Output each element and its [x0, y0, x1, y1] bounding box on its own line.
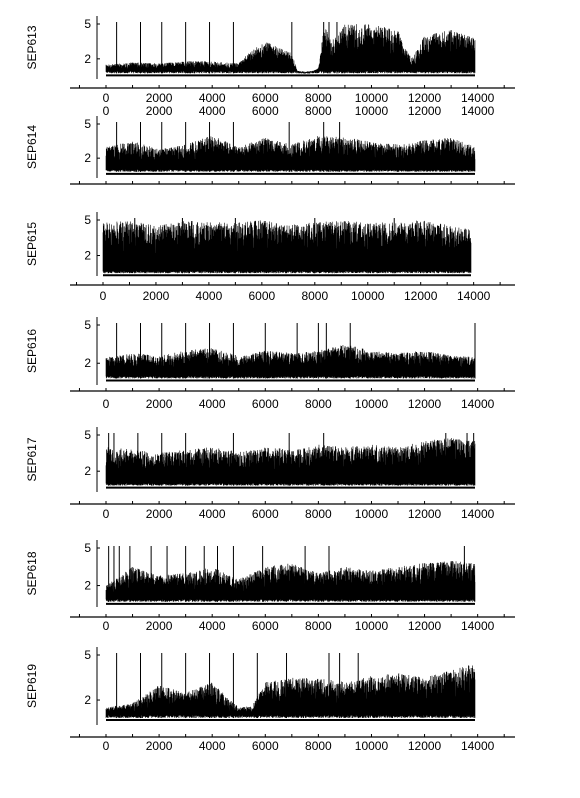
- x-tick-label: 2000: [146, 739, 173, 753]
- y-tick-label: 5: [84, 117, 91, 131]
- x-tick-label: 10000: [355, 104, 389, 118]
- x-tick-label: 0: [100, 289, 107, 303]
- x-tick-label: 10000: [355, 397, 389, 411]
- y-tick-label: 2: [84, 579, 91, 593]
- x-tick-label: 10000: [355, 507, 389, 521]
- y-tick-label: 5: [84, 541, 91, 555]
- panel-sep613: 2 5 SEP613 0 2000 4000 6000 8000 10000 12000 14000: [25, 16, 515, 105]
- x-tick-label: 14000: [461, 507, 495, 521]
- x-tick-label: 8000: [301, 289, 328, 303]
- x-tick-label: 4000: [199, 104, 226, 118]
- y-axis-label: SEP615: [25, 222, 39, 266]
- x-tick-label: 12000: [408, 104, 442, 118]
- x-tick-label: 8000: [305, 91, 332, 105]
- x-tick-label: 8000: [305, 619, 332, 633]
- x-tick-label: 0: [103, 619, 110, 633]
- x-tick-label: 2000: [146, 104, 173, 118]
- x-tick-label: 8000: [305, 739, 332, 753]
- x-tick-label: 10000: [355, 619, 389, 633]
- y-axis-label: SEP614: [25, 125, 39, 169]
- x-tick-label: 6000: [248, 289, 275, 303]
- y-tick-label: 5: [84, 318, 91, 332]
- x-tick-label: 0: [103, 91, 110, 105]
- x-tick-label: 6000: [252, 507, 279, 521]
- x-tick-label: 14000: [461, 619, 495, 633]
- x-tick-label: 12000: [408, 619, 442, 633]
- y-axis-label: SEP617: [25, 437, 39, 481]
- y-tick-label: 2: [84, 151, 91, 165]
- x-tick-label: 10000: [355, 91, 389, 105]
- x-tick-label: 0: [103, 507, 110, 521]
- x-tick-label: 10000: [351, 289, 385, 303]
- x-tick-label: 0: [103, 397, 110, 411]
- x-tick-label: 0: [103, 739, 110, 753]
- x-tick-label: 6000: [252, 104, 279, 118]
- panel-sep615: 2 5 SEP615 0 2000 4000 6000 8000 10000 12000 14000: [25, 212, 515, 303]
- x-tick-label: 6000: [252, 619, 279, 633]
- panel-sep618: 2 5 SEP618 0 2000 4000 6000 8000 10000 12000 14000: [25, 540, 515, 633]
- x-tick-label: 6000: [252, 91, 279, 105]
- x-tick-label: 12000: [408, 397, 442, 411]
- y-axis-label: SEP616: [25, 329, 39, 373]
- signal-trace: [105, 560, 476, 602]
- signal-trace: [105, 24, 476, 75]
- x-tick-label: 2000: [146, 91, 173, 105]
- x-tick-label: 8000: [305, 104, 332, 118]
- signal-trace: [105, 136, 476, 172]
- x-tick-label: 14000: [461, 739, 495, 753]
- panel-sep614: 2 5 SEP614 0 2000 4000 6000 8000 10000 12000 14000: [25, 104, 515, 185]
- y-tick-label: 5: [84, 17, 91, 31]
- y-axis-label: SEP613: [25, 25, 39, 69]
- panel-sep616: 2 5 SEP616 0 2000 4000 6000 8000 10000 12000 14000: [25, 317, 515, 411]
- x-tick-label: 6000: [252, 397, 279, 411]
- x-tick-label: 12000: [408, 91, 442, 105]
- x-tick-label: 4000: [199, 507, 226, 521]
- x-tick-label: 14000: [461, 397, 495, 411]
- x-tick-label: 14000: [457, 289, 491, 303]
- x-tick-label: 4000: [199, 739, 226, 753]
- y-axis-label: SEP619: [25, 664, 39, 708]
- x-tick-label: 12000: [408, 739, 442, 753]
- x-tick-label: 4000: [199, 91, 226, 105]
- x-tick-label: 2000: [146, 507, 173, 521]
- signal-trace: [105, 665, 476, 719]
- y-tick-label: 5: [84, 648, 91, 662]
- x-tick-label: 4000: [196, 289, 223, 303]
- signal-trace: [102, 220, 472, 274]
- x-tick-label: 8000: [305, 507, 332, 521]
- x-tick-label: 2000: [143, 289, 170, 303]
- x-tick-label: 14000: [461, 91, 495, 105]
- signal-trace: [105, 344, 476, 379]
- x-tick-label: 10000: [355, 739, 389, 753]
- y-tick-label: 5: [84, 213, 91, 227]
- x-tick-label: 4000: [199, 619, 226, 633]
- y-tick-label: 2: [84, 249, 91, 263]
- y-tick-label: 2: [84, 693, 91, 707]
- x-tick-label: 0: [103, 104, 110, 118]
- x-tick-label: 4000: [199, 397, 226, 411]
- x-tick-label: 2000: [146, 619, 173, 633]
- y-tick-label: 2: [84, 464, 91, 478]
- y-tick-label: 5: [84, 428, 91, 442]
- x-tick-label: 8000: [305, 397, 332, 411]
- x-tick-label: 2000: [146, 397, 173, 411]
- y-tick-label: 2: [84, 52, 91, 66]
- signal-trace: [105, 438, 476, 486]
- x-tick-label: 14000: [461, 104, 495, 118]
- x-tick-label: 12000: [404, 289, 438, 303]
- panel-sep617: 2 5 SEP617 0 2000 4000 6000 8000 10000 12000 14000: [25, 427, 515, 521]
- panel-sep619: 2 5 SEP619 0 2000 4000 6000 8000 10000 12000 14000: [25, 647, 515, 753]
- x-tick-label: 6000: [252, 739, 279, 753]
- x-tick-label: 12000: [408, 507, 442, 521]
- y-axis-label: SEP618: [25, 551, 39, 595]
- y-tick-label: 2: [84, 356, 91, 370]
